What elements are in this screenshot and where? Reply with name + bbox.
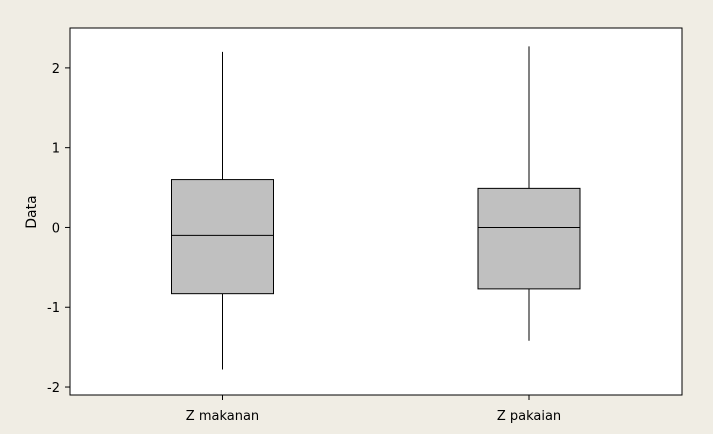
y-axis: -2 -1 0 1 2 bbox=[47, 62, 70, 396]
box-group bbox=[477, 46, 581, 341]
box-group bbox=[171, 51, 274, 370]
y-tick-label: 1 bbox=[52, 142, 60, 157]
iqr-box bbox=[477, 187, 581, 290]
x-tick-label: Z makanan bbox=[186, 409, 259, 424]
boxes bbox=[171, 46, 581, 370]
x-tick-label: Z pakaian bbox=[497, 409, 561, 424]
y-tick-label: 2 bbox=[52, 62, 60, 77]
y-tick-label: -2 bbox=[47, 381, 60, 396]
y-axis-label: Data bbox=[24, 195, 40, 228]
iqr-box bbox=[171, 179, 274, 295]
y-tick-label: -1 bbox=[47, 301, 60, 316]
x-axis: Z makanan Z pakaian bbox=[186, 395, 561, 424]
plot-area bbox=[69, 27, 683, 396]
y-tick-label: 0 bbox=[52, 221, 60, 236]
